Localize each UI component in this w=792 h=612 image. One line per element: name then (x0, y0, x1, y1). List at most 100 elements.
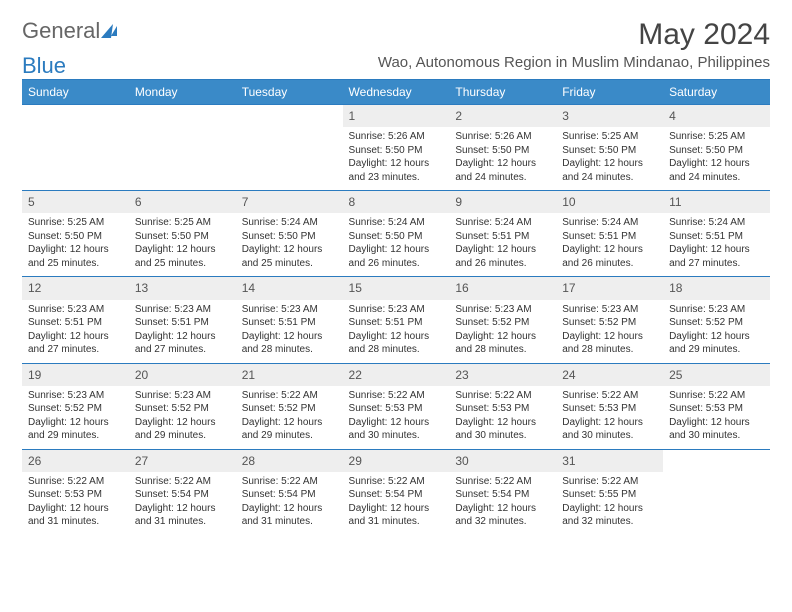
daylight-line: Daylight: 12 hours and 25 minutes. (28, 243, 123, 270)
sunrise-label: Sunrise: (242, 217, 281, 228)
day-content-cell (663, 472, 770, 535)
sunrise-value: 5:22 AM (495, 476, 532, 487)
sunset-label: Sunset: (28, 403, 65, 414)
sunset-label: Sunset: (242, 489, 279, 500)
daylight-label: Daylight: (455, 417, 497, 428)
sunset-value: 5:50 PM (278, 231, 315, 242)
daylight-line: Daylight: 12 hours and 27 minutes. (669, 243, 764, 270)
sunset-value: 5:53 PM (599, 403, 636, 414)
day-number: 14 (242, 281, 255, 295)
day-number-cell: 11 (663, 191, 770, 214)
sunset-line: Sunset: 5:51 PM (135, 316, 230, 330)
day-content-cell: Sunrise: 5:23 AMSunset: 5:52 PMDaylight:… (556, 300, 663, 364)
weekday-header: Wednesday (343, 80, 450, 105)
weekday-header-row: Sunday Monday Tuesday Wednesday Thursday… (22, 80, 770, 105)
sunset-line: Sunset: 5:51 PM (349, 316, 444, 330)
sunrise-label: Sunrise: (28, 217, 67, 228)
weekday-header: Thursday (449, 80, 556, 105)
sunset-label: Sunset: (455, 231, 492, 242)
sunrise-value: 5:22 AM (602, 390, 639, 401)
sunrise-value: 5:25 AM (709, 131, 746, 142)
sunrise-line: Sunrise: 5:24 AM (669, 216, 764, 230)
sunset-label: Sunset: (349, 145, 386, 156)
day-number: 15 (349, 281, 362, 295)
daylight-line: Daylight: 12 hours and 28 minutes. (349, 330, 444, 357)
sunset-line: Sunset: 5:55 PM (562, 488, 657, 502)
sunset-label: Sunset: (28, 489, 65, 500)
day-content-cell: Sunrise: 5:24 AMSunset: 5:51 PMDaylight:… (449, 213, 556, 277)
daylight-label: Daylight: (349, 158, 391, 169)
sunset-label: Sunset: (669, 403, 706, 414)
page-title: May 2024 (638, 18, 770, 52)
daylight-line: Daylight: 12 hours and 28 minutes. (562, 330, 657, 357)
day-number-cell: 16 (449, 277, 556, 300)
sunset-value: 5:50 PM (599, 145, 636, 156)
daylight-line: Daylight: 12 hours and 31 minutes. (349, 502, 444, 529)
weekday-header: Saturday (663, 80, 770, 105)
sunrise-value: 5:22 AM (388, 476, 425, 487)
daylight-label: Daylight: (455, 503, 497, 514)
day-number: 3 (562, 109, 569, 123)
sunset-label: Sunset: (135, 317, 172, 328)
sunrise-label: Sunrise: (562, 476, 601, 487)
day-number: 5 (28, 195, 35, 209)
logo-line2: Blue (22, 53, 66, 79)
day-number-cell: 15 (343, 277, 450, 300)
day-number-cell: 14 (236, 277, 343, 300)
sunset-value: 5:54 PM (385, 489, 422, 500)
sunset-line: Sunset: 5:51 PM (455, 230, 550, 244)
sunrise-value: 5:25 AM (67, 217, 104, 228)
sunrise-value: 5:22 AM (495, 390, 532, 401)
day-content-cell: Sunrise: 5:23 AMSunset: 5:52 PMDaylight:… (129, 386, 236, 450)
sunrise-label: Sunrise: (562, 390, 601, 401)
daylight-line: Daylight: 12 hours and 25 minutes. (135, 243, 230, 270)
daylight-line: Daylight: 12 hours and 31 minutes. (135, 502, 230, 529)
day-content-cell: Sunrise: 5:25 AMSunset: 5:50 PMDaylight:… (22, 213, 129, 277)
sunrise-label: Sunrise: (349, 476, 388, 487)
day-number: 24 (562, 368, 575, 382)
sunset-value: 5:52 PM (706, 317, 743, 328)
daylight-label: Daylight: (349, 417, 391, 428)
sunrise-label: Sunrise: (349, 390, 388, 401)
weekday-header: Sunday (22, 80, 129, 105)
daylight-line: Daylight: 12 hours and 26 minutes. (349, 243, 444, 270)
sunrise-label: Sunrise: (562, 131, 601, 142)
sunrise-line: Sunrise: 5:23 AM (455, 303, 550, 317)
sunset-value: 5:52 PM (172, 403, 209, 414)
sunrise-label: Sunrise: (28, 304, 67, 315)
sunrise-value: 5:24 AM (602, 217, 639, 228)
daylight-label: Daylight: (242, 331, 284, 342)
sunset-label: Sunset: (455, 489, 492, 500)
daylight-label: Daylight: (562, 158, 604, 169)
sunrise-line: Sunrise: 5:24 AM (455, 216, 550, 230)
sunset-line: Sunset: 5:51 PM (28, 316, 123, 330)
weekday-header: Friday (556, 80, 663, 105)
sunset-value: 5:53 PM (385, 403, 422, 414)
daylight-line: Daylight: 12 hours and 29 minutes. (135, 416, 230, 443)
sunrise-value: 5:26 AM (495, 131, 532, 142)
sunset-line: Sunset: 5:53 PM (669, 402, 764, 416)
sunrise-value: 5:22 AM (602, 476, 639, 487)
daylight-line: Daylight: 12 hours and 27 minutes. (28, 330, 123, 357)
daylight-line: Daylight: 12 hours and 28 minutes. (455, 330, 550, 357)
sunset-value: 5:50 PM (65, 231, 102, 242)
sunrise-line: Sunrise: 5:23 AM (562, 303, 657, 317)
daylight-line: Daylight: 12 hours and 23 minutes. (349, 157, 444, 184)
day-number-cell: 28 (236, 449, 343, 472)
location-subtitle: Wao, Autonomous Region in Muslim Mindana… (378, 54, 770, 71)
day-number-cell: 19 (22, 363, 129, 386)
daylight-label: Daylight: (28, 244, 70, 255)
sunrise-label: Sunrise: (669, 304, 708, 315)
daylight-line: Daylight: 12 hours and 30 minutes. (669, 416, 764, 443)
daylight-label: Daylight: (669, 244, 711, 255)
day-number-cell: 21 (236, 363, 343, 386)
sunrise-value: 5:23 AM (67, 390, 104, 401)
day-number-cell: 23 (449, 363, 556, 386)
day-content-cell: Sunrise: 5:26 AMSunset: 5:50 PMDaylight:… (343, 127, 450, 191)
daylight-label: Daylight: (28, 417, 70, 428)
day-number-cell: 17 (556, 277, 663, 300)
day-number: 23 (455, 368, 468, 382)
daylight-label: Daylight: (135, 244, 177, 255)
day-number: 6 (135, 195, 142, 209)
day-number: 27 (135, 454, 148, 468)
